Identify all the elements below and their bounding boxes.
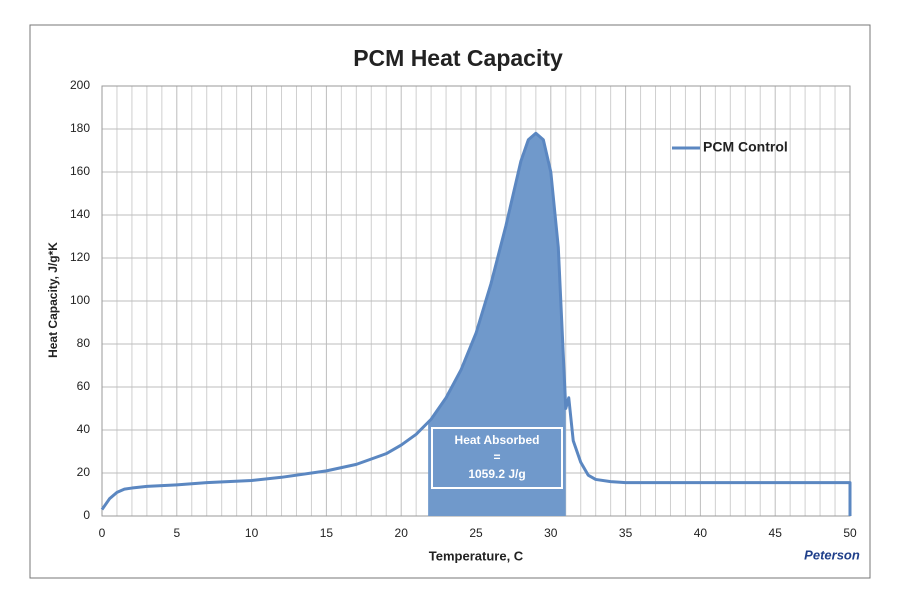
annotation-text: Heat Absorbed bbox=[455, 433, 540, 447]
annotation-box bbox=[431, 427, 563, 489]
y-tick-label: 80 bbox=[77, 336, 91, 350]
x-axis-label: Temperature, C bbox=[429, 548, 524, 563]
y-tick-label: 160 bbox=[70, 164, 90, 178]
y-tick-label: 100 bbox=[70, 293, 90, 307]
y-tick-label: 180 bbox=[70, 121, 90, 135]
x-tick-label: 0 bbox=[99, 526, 106, 540]
x-tick-label: 40 bbox=[694, 526, 708, 540]
overlay: PCM Control Heat Absorbed = 1059.2 J/g bbox=[431, 139, 788, 489]
marks bbox=[100, 131, 852, 517]
x-tick-label: 35 bbox=[619, 526, 633, 540]
legend-label: PCM Control bbox=[703, 139, 788, 155]
data-line bbox=[100, 131, 852, 516]
annotation-text: = bbox=[493, 450, 500, 464]
grid: 0 5 10 15 20 25 30 35 40 45 50 0 20 40 60 80 100 120 140 16… bbox=[70, 78, 857, 540]
x-tick-label: 20 bbox=[395, 526, 409, 540]
x-tick-label: 15 bbox=[320, 526, 334, 540]
annotation-text: 1059.2 J/g bbox=[468, 467, 525, 481]
y-tick-label: 40 bbox=[77, 422, 91, 436]
x-tick-label: 5 bbox=[173, 526, 180, 540]
y-tick-label: 20 bbox=[77, 465, 91, 479]
x-tick-label: 30 bbox=[544, 526, 558, 540]
y-tick-label: 0 bbox=[83, 508, 90, 522]
x-tick-label: 45 bbox=[769, 526, 783, 540]
y-tick-label: 60 bbox=[77, 379, 91, 393]
logo: Peterson bbox=[804, 547, 860, 562]
y-tick-label: 200 bbox=[70, 78, 90, 92]
shaded-area bbox=[428, 133, 566, 517]
y-tick-label: 120 bbox=[70, 250, 90, 264]
x-tick-label: 10 bbox=[245, 526, 259, 540]
y-tick-label: 140 bbox=[70, 207, 90, 221]
x-tick-label: 25 bbox=[469, 526, 483, 540]
chart-title: PCM Heat Capacity bbox=[353, 45, 563, 71]
y-axis-label: Heat Capacity, J/g*K bbox=[46, 242, 60, 358]
x-tick-label: 50 bbox=[843, 526, 857, 540]
